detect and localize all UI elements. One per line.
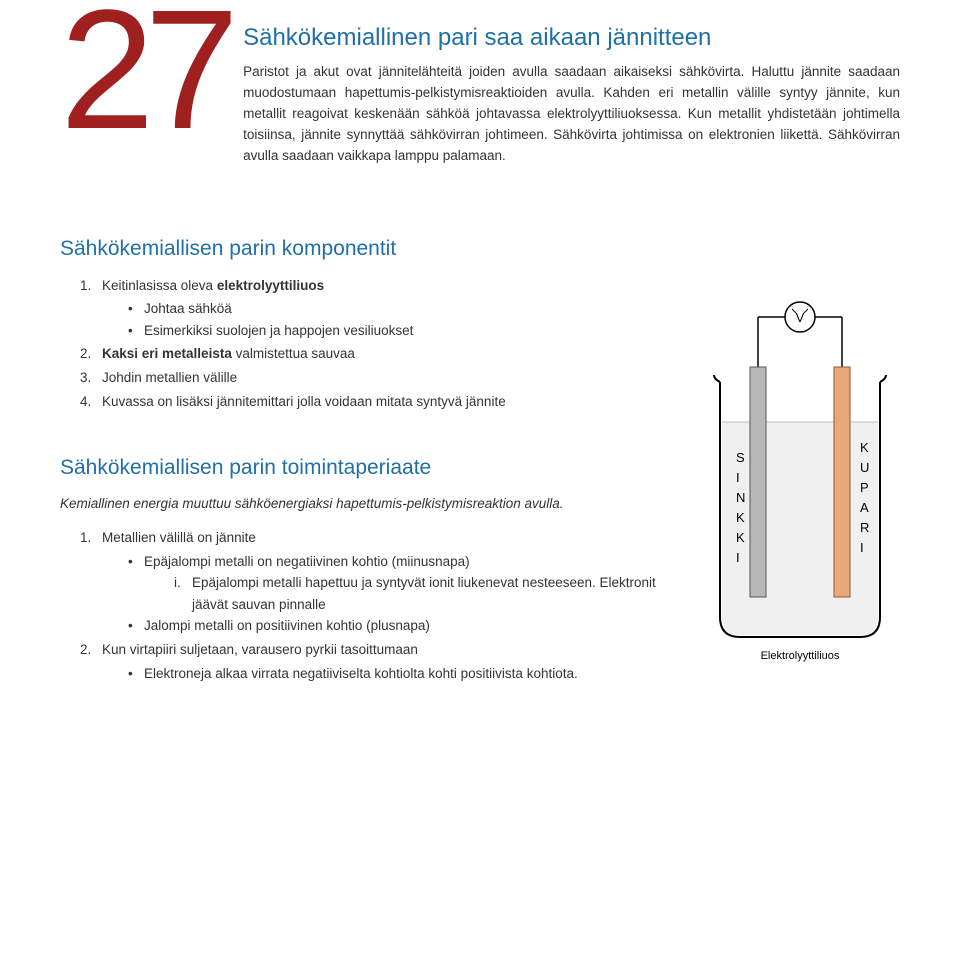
list-text: Keitinlasissa oleva <box>102 278 217 293</box>
list-number: 1. <box>80 275 91 297</box>
roman-number: i. <box>174 572 181 594</box>
components-list: 1. Keitinlasissa oleva elektrolyyttiliuo… <box>60 275 670 413</box>
svg-text:N: N <box>736 490 745 505</box>
sub-item: Esimerkiksi suolojen ja happojen vesiliu… <box>128 320 670 342</box>
sub-item: Johtaa sähköä <box>128 298 670 320</box>
list-number: 2. <box>80 343 91 365</box>
list-number: 1. <box>80 527 91 549</box>
svg-text:S: S <box>736 450 745 465</box>
intro-paragraph: Paristot ja akut ovat jännitelähteitä jo… <box>243 62 900 167</box>
svg-text:I: I <box>736 550 740 565</box>
list-item: 4. Kuvassa on lisäksi jännitemittari jol… <box>80 391 670 413</box>
electrochemical-diagram: V S I N K K <box>700 287 900 667</box>
roman-text: Epäjalompi metalli hapettuu ja syntyvät … <box>192 575 656 612</box>
list-number: 3. <box>80 367 91 389</box>
list-item: 2. Kaksi eri metalleista valmistettua sa… <box>80 343 670 365</box>
svg-text:R: R <box>860 520 869 535</box>
list-text: Metallien välillä on jännite <box>102 530 256 545</box>
sub-item: Epäjalompi metalli on negatiivinen kohti… <box>128 551 670 616</box>
svg-text:K: K <box>736 530 745 545</box>
svg-text:I: I <box>736 470 740 485</box>
list-number: 4. <box>80 391 91 413</box>
sub-item: Jalompi metalli on positiivinen kohtio (… <box>128 615 670 637</box>
svg-text:K: K <box>736 510 745 525</box>
solution-label: Elektrolyyttiliuos <box>761 650 840 662</box>
page-title: Sähkökemiallinen pari saa aikaan jännitt… <box>243 24 900 52</box>
list-text: Kuvassa on lisäksi jännitemittari jolla … <box>102 394 506 409</box>
list-item: 3. Johdin metallien välille <box>80 367 670 389</box>
list-text: Johdin metallien välille <box>102 370 237 385</box>
zinc-rod <box>750 367 766 597</box>
chapter-number: 27 <box>60 0 229 143</box>
list-text: valmistettua sauvaa <box>232 346 355 361</box>
copper-rod <box>834 367 850 597</box>
list-item: 1. Keitinlasissa oleva elektrolyyttiliuo… <box>80 275 670 342</box>
principle-list: 1. Metallien välillä on jännite Epäjalom… <box>60 527 670 684</box>
list-item: 1. Metallien välillä on jännite Epäjalom… <box>80 527 670 637</box>
svg-text:U: U <box>860 460 869 475</box>
list-text-strong: elektrolyyttiliuos <box>217 278 324 293</box>
roman-item: i. Epäjalompi metalli hapettuu ja syntyv… <box>174 572 670 615</box>
svg-text:K: K <box>860 440 869 455</box>
sub-text: Epäjalompi metalli on negatiivinen kohti… <box>144 554 470 569</box>
list-number: 2. <box>80 639 91 661</box>
principle-intro: Kemiallinen energia muuttuu sähköenergia… <box>60 494 670 515</box>
sub-item: Elektroneja alkaa virrata negatiiviselta… <box>128 663 670 685</box>
section-heading-principle: Sähkökemiallisen parin toimintaperiaate <box>60 456 670 480</box>
list-text-strong: Kaksi eri metalleista <box>102 346 232 361</box>
section-heading-components: Sähkökemiallisen parin komponentit <box>60 237 670 261</box>
svg-text:P: P <box>860 480 869 495</box>
voltmeter-label: V <box>796 310 805 325</box>
svg-text:I: I <box>860 540 864 555</box>
list-text: Kun virtapiiri suljetaan, varausero pyrk… <box>102 642 418 657</box>
list-item: 2. Kun virtapiiri suljetaan, varausero p… <box>80 639 670 684</box>
svg-text:A: A <box>860 500 869 515</box>
